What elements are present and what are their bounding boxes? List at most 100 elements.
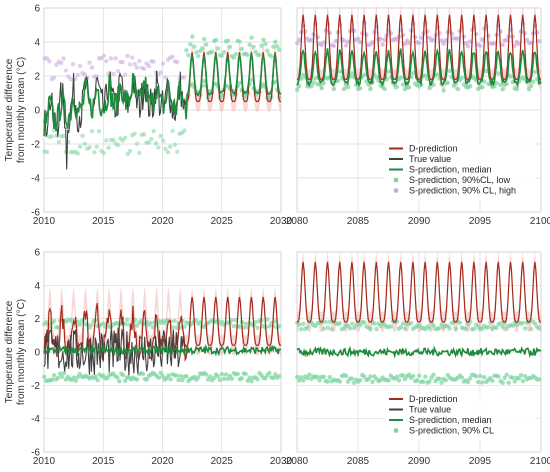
s-prediction-ci-high-point [504,37,509,43]
s-prediction-ci-high-point [400,32,406,38]
s-prediction-ci-high-point [402,41,408,47]
y-tick-label: 2 [34,72,40,83]
x-tick-label: 2015 [92,216,115,227]
legend-background [385,394,535,440]
s-prediction-ci-low-point [480,85,485,90]
s-prediction-ci-low-point [80,133,85,138]
s-prediction-ci-high-point [231,55,237,60]
s-prediction-ci-low-point [149,136,154,142]
s-prediction-ci-high-point [362,320,367,325]
s-prediction-ci-low-point [75,151,80,156]
s-prediction-ci-low-point [321,374,326,380]
s-prediction-ci-low-point [516,376,522,381]
x-tick-label: 2095 [469,456,492,467]
s-prediction-ci-high-point [174,325,179,330]
s-prediction-ci-low-point [313,76,318,81]
s-prediction-ci-low-point [480,380,485,385]
s-prediction-median-line [296,345,541,359]
s-prediction-ci-high-point [77,63,83,69]
legend-label: S-prediction, 90% CL, high [409,186,516,196]
s-prediction-ci-low-point [435,72,440,77]
s-prediction-ci-high-point [70,62,76,67]
s-prediction-ci-low-point [170,128,175,134]
s-prediction-ci-low-point [61,370,67,376]
s-prediction-ci-low-point [496,374,501,379]
x-tick-label: 2020 [151,456,174,467]
s-prediction-ci-low-point [95,377,100,383]
s-prediction-ci-low-point [410,70,416,76]
s-prediction-ci-high-point [104,58,109,64]
s-prediction-ci-low-point [249,378,254,384]
s-prediction-ci-high-point [229,318,235,323]
s-prediction-ci-high-point [265,317,270,322]
s-prediction-ci-low-point [398,75,404,80]
s-prediction-ci-low-point [484,68,489,74]
s-prediction-ci-low-point [358,86,363,91]
s-prediction-ci-low-point [168,144,173,149]
chart-bottom-left: 2010 2015 2020 2025 2030 -6 -4 -2 0 2 4 6 Temperatur… [4,248,293,468]
s-prediction-ci-low-point [502,375,507,381]
s-prediction-ci-high-point [471,326,477,331]
s-prediction-ci-high-point [47,59,52,64]
s-prediction-ci-low-point [520,378,526,384]
s-prediction-ci-low-point [73,378,79,384]
s-prediction-ci-low-point [243,93,248,99]
x-tick-label: 2030 [270,456,293,467]
s-prediction-ci-high-point [349,321,355,326]
s-prediction-ci-low-point [443,378,448,383]
s-prediction-ci-low-point [176,377,181,383]
y-axis-label-line: Temperature difference [4,300,15,403]
s-prediction-ci-low-point [368,374,373,379]
s-prediction-ci-high-point [463,326,469,331]
s-prediction-ci-low-point [89,128,95,134]
s-prediction-ci-low-point [345,84,351,90]
s-prediction-ci-low-point [441,88,446,93]
s-prediction-ci-low-point [111,137,116,143]
s-prediction-ci-high-point [219,53,225,58]
s-prediction-ci-high-point [299,327,304,332]
s-prediction-ci-low-point [77,144,83,149]
s-prediction-ci-low-point [423,73,428,78]
s-prediction-ci-high-point [196,53,201,59]
y-axis-label: Temperature differencefrom monthly mean … [4,299,27,405]
s-prediction-ci-low-point [478,373,483,379]
s-prediction-ci-high-point [455,36,461,41]
y-tick-label: 6 [34,248,40,259]
s-prediction-ci-low-point [343,373,349,379]
s-prediction-ci-high-point [182,324,187,329]
s-prediction-ci-low-point [315,374,320,380]
s-prediction-ci-low-point [140,371,146,377]
x-tick-label: 2015 [92,456,115,467]
s-prediction-ci-high-point [297,37,302,42]
s-prediction-ci-high-point [170,54,175,59]
s-prediction-ci-low-point [500,380,505,385]
legend-label: S-prediction, median [409,415,492,425]
s-prediction-ci-low-point [522,373,528,379]
s-prediction-ci-low-point [267,370,272,376]
s-prediction-ci-high-point [333,38,339,44]
s-prediction-ci-high-point [237,39,242,44]
s-prediction-ci-high-point [486,33,491,39]
y-tick-label: -2 [31,381,40,392]
s-prediction-ci-low-point [465,379,471,385]
s-prediction-ci-low-point [431,372,436,377]
s-prediction-ci-high-point [325,325,330,330]
s-prediction-ci-low-point [394,85,400,90]
s-prediction-ci-high-point [368,326,373,332]
y-tick-label: -2 [31,140,40,151]
s-prediction-ci-high-point [94,74,99,79]
s-prediction-ci-high-point [380,42,385,47]
s-prediction-ci-high-point [170,325,175,330]
s-prediction-ci-low-point [59,374,65,379]
s-prediction-ci-low-point [55,375,61,381]
s-prediction-ci-high-point [271,44,276,50]
s-prediction-ci-low-point [394,374,400,380]
s-prediction-ci-high-point [532,321,538,327]
s-prediction-ci-high-point [406,40,412,46]
s-prediction-median-line [43,343,282,357]
x-tick-label: 2020 [151,216,174,227]
s-prediction-ci-low-point [327,375,332,380]
s-prediction-ci-high-point [467,39,473,44]
